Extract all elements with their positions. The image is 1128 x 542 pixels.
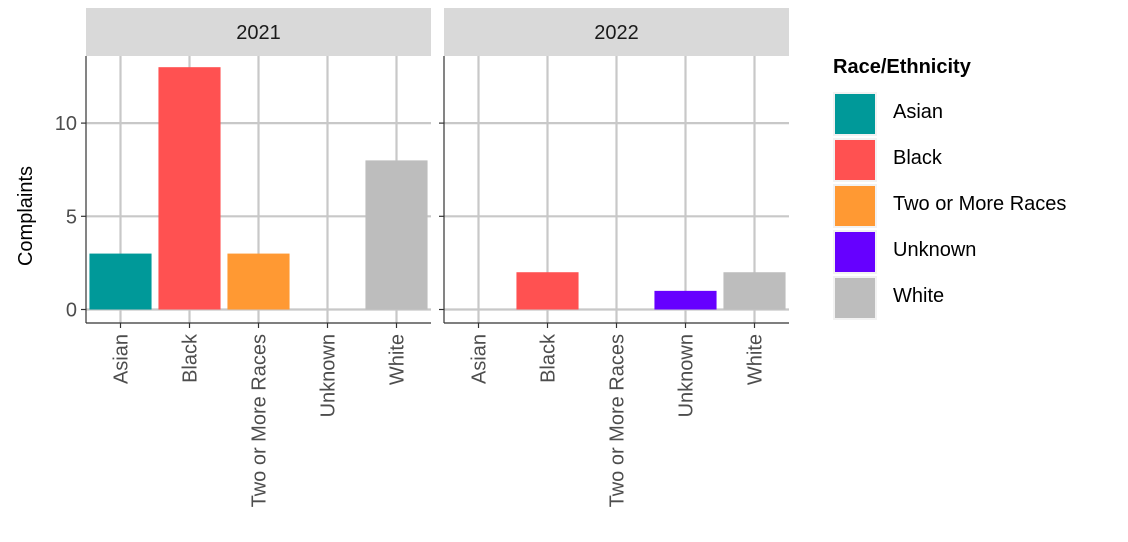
x-tick-label: Asian <box>469 334 491 384</box>
x-tick-label: White <box>387 334 409 385</box>
x-tick-label: Unknown <box>318 334 340 417</box>
bar-2021-asian <box>89 253 152 310</box>
x-tick-label: Black <box>538 333 560 383</box>
legend-item-white: White <box>833 275 1123 321</box>
facet-panel-2021: 2021 0 5 10 Asian Black Two or More Races Unkno… <box>55 8 431 507</box>
x-tick-label: Unknown <box>676 334 698 417</box>
facet-panel-2022: 2022 Asian Black Two or More Races Unknown Wh… <box>439 8 789 507</box>
legend-swatch-asian <box>835 94 875 134</box>
legend-swatch-black <box>835 140 875 180</box>
x-tick-label: Asian <box>111 334 133 384</box>
legend-key <box>833 138 877 182</box>
facet-strip <box>86 8 431 56</box>
y-tick-label: 5 <box>66 206 77 228</box>
y-axis-label: Complaints <box>15 166 37 266</box>
bar-2021-two-or-more-races <box>227 253 290 310</box>
x-tick-label: Black <box>180 333 202 383</box>
x-tick-label: White <box>745 334 767 385</box>
legend-item-asian: Asian <box>833 91 1123 137</box>
facet-strip <box>444 8 789 56</box>
x-tick-label: Two or More Races <box>607 334 629 507</box>
legend-title: Race/Ethnicity <box>833 56 971 78</box>
legend: Race/Ethnicity Asian Black Two or More Rac… <box>833 54 1123 321</box>
legend-key <box>833 184 877 228</box>
legend-item-two-or-more-races: Two or More Races <box>833 183 1123 229</box>
bar-2022-unknown <box>654 290 717 310</box>
facet-strip-label: 2022 <box>594 22 639 44</box>
facet-strip-label: 2021 <box>236 22 281 44</box>
bar-2021-black <box>158 67 221 310</box>
legend-label: Asian <box>893 101 944 123</box>
x-tick-label: Two or More Races <box>249 334 271 507</box>
bar-2022-black <box>516 272 579 310</box>
y-tick-label: 0 <box>66 300 77 322</box>
y-tick-label: 10 <box>55 113 77 135</box>
legend-label: Unknown <box>893 239 977 261</box>
legend-key <box>833 276 877 320</box>
bar-2021-white <box>365 160 428 310</box>
legend-swatch-two-or-more-races <box>835 186 875 226</box>
legend-item-unknown: Unknown <box>833 229 1123 275</box>
legend-swatch-white <box>835 278 875 318</box>
legend-key <box>833 230 877 274</box>
legend-label: White <box>893 285 945 307</box>
legend-swatch-unknown <box>835 232 875 272</box>
legend-label: Two or More Races <box>893 193 1067 215</box>
legend-label: Black <box>893 147 942 169</box>
bar-2022-white <box>723 272 786 310</box>
legend-key <box>833 92 877 136</box>
legend-item-black: Black <box>833 137 1123 183</box>
